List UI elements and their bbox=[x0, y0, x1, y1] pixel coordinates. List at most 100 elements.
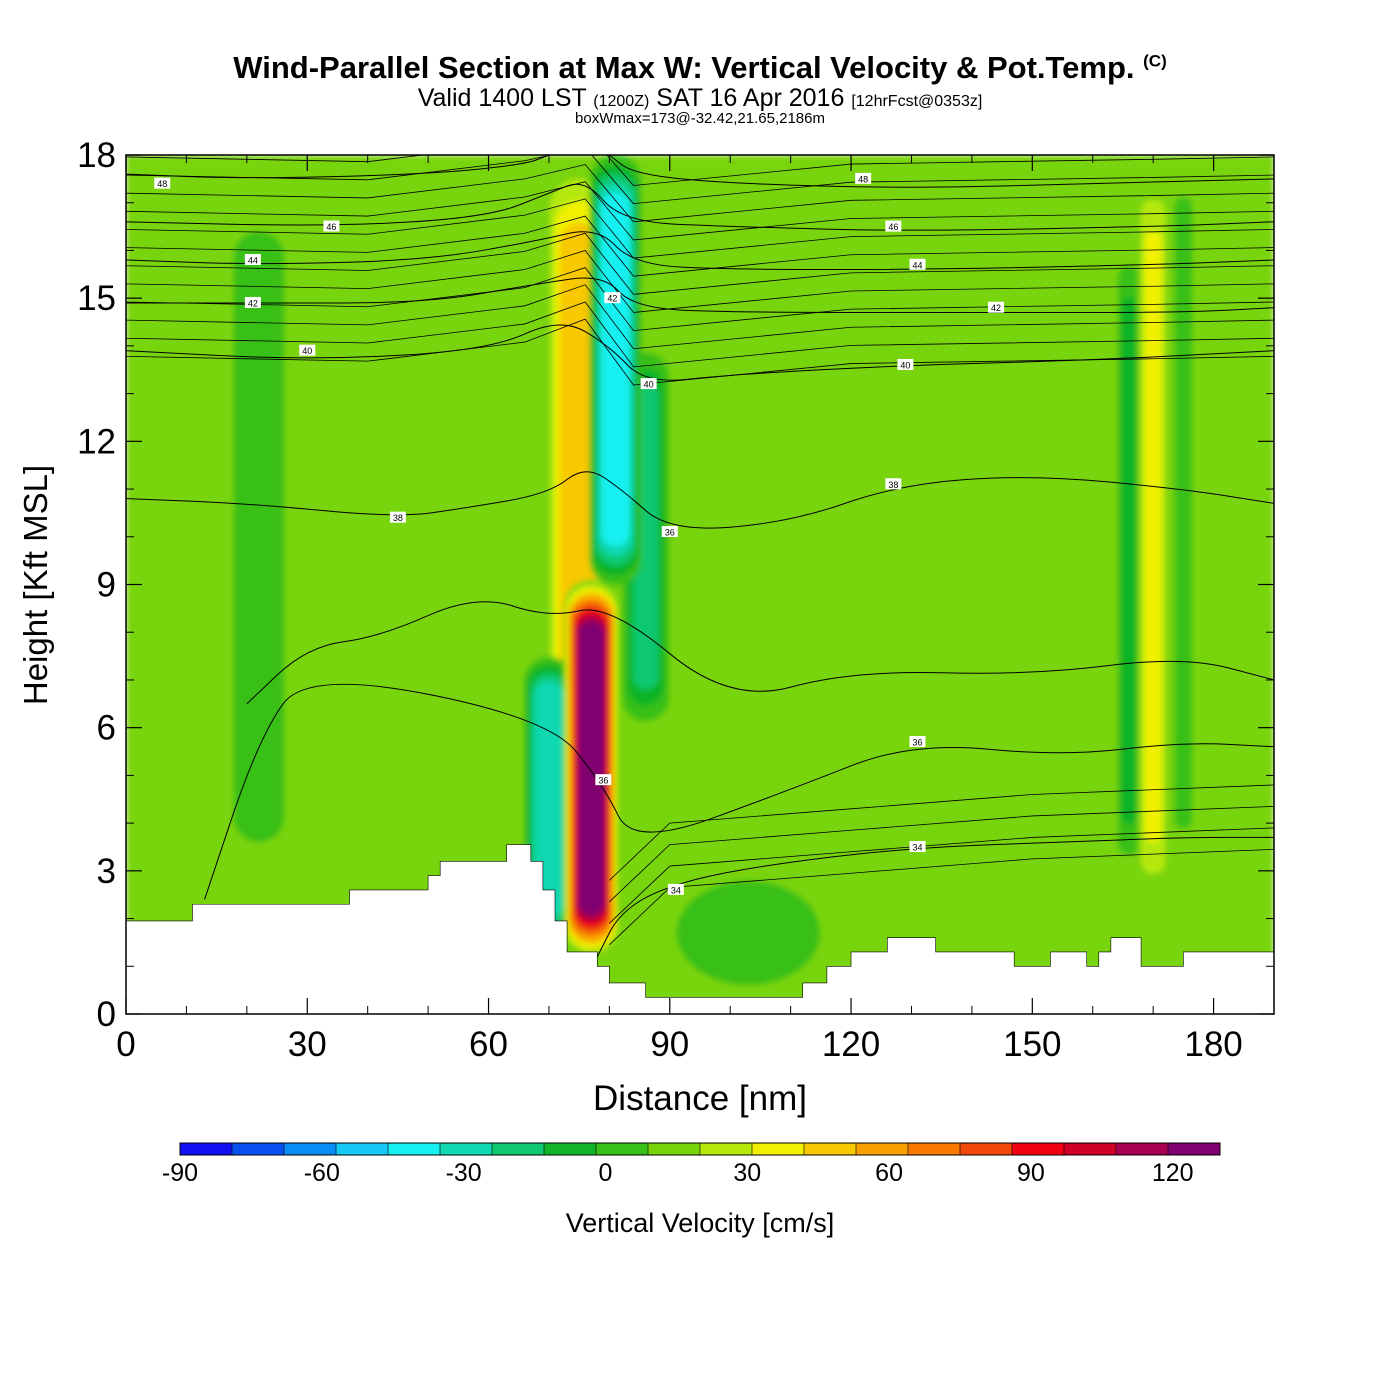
contour-label-bg bbox=[154, 177, 171, 189]
isentrope-line bbox=[609, 155, 1274, 188]
contour-label: 48 bbox=[154, 177, 171, 189]
x-tick-label: 150 bbox=[1003, 1025, 1061, 1064]
colorbar-label: Vertical Velocity [cm/s] bbox=[566, 1208, 835, 1238]
velocity-band bbox=[676, 880, 821, 986]
contour-label-bg bbox=[604, 292, 621, 304]
velocity-band bbox=[1144, 231, 1162, 843]
contour-label-text: 44 bbox=[248, 255, 258, 265]
forecast-info: [12hrFcst@0353z] bbox=[851, 93, 983, 110]
velocity-band bbox=[1121, 296, 1137, 825]
contour-label-text: 42 bbox=[991, 303, 1001, 313]
contour-label-bg bbox=[299, 344, 316, 356]
contour-label: 42 bbox=[988, 301, 1005, 313]
contour-label-text: 40 bbox=[900, 360, 910, 370]
contour-label-bg bbox=[909, 840, 926, 852]
colorbar-cell bbox=[1012, 1143, 1065, 1155]
contour-label: 40 bbox=[299, 344, 316, 356]
contour-label-text: 42 bbox=[248, 298, 258, 308]
valid-date: SAT 16 Apr 2016 bbox=[656, 84, 845, 112]
contour-label-text: 36 bbox=[913, 737, 923, 747]
isentrope-line bbox=[126, 471, 1274, 529]
chart-title-text: Wind-Parallel Section at Max W: Vertical… bbox=[233, 50, 1135, 85]
y-tick-label: 12 bbox=[77, 422, 116, 461]
contour-label-text: 38 bbox=[393, 513, 403, 523]
isentrope-line bbox=[596, 836, 1274, 957]
isentrope-line bbox=[126, 183, 1274, 231]
velocity-band bbox=[1174, 196, 1193, 830]
isentrope-line bbox=[126, 277, 1274, 313]
terrain-mask bbox=[126, 844, 1274, 1014]
isentrope-line bbox=[126, 198, 1274, 259]
contour-label: 42 bbox=[244, 296, 261, 308]
x-axis-label: Distance [nm] bbox=[593, 1079, 807, 1118]
valid-time-line: Valid 1400 LST (1200Z) SAT 16 Apr 2016 [… bbox=[0, 84, 1400, 113]
velocity-band bbox=[663, 177, 737, 515]
contour-label: 46 bbox=[885, 220, 902, 232]
contour-label: 40 bbox=[640, 378, 657, 390]
isentrope-line bbox=[126, 232, 1274, 295]
isentrope-line bbox=[609, 848, 1274, 946]
contour-label-bg bbox=[885, 220, 902, 232]
colorbar-cell bbox=[804, 1143, 857, 1155]
contour-label-text: 46 bbox=[326, 222, 336, 232]
colorbar-cell bbox=[1116, 1143, 1169, 1155]
colorbar-cell bbox=[700, 1143, 753, 1155]
terrain-profile bbox=[126, 844, 1274, 1014]
potential-temperature-contours bbox=[126, 155, 1274, 957]
velocity-band bbox=[534, 680, 564, 918]
contour-label: 34 bbox=[667, 883, 684, 895]
contour-label-text: 48 bbox=[157, 179, 167, 189]
contour-label-bg bbox=[909, 735, 926, 747]
box-max-info: boxWmax=173@-32.42,21.65,2186m bbox=[575, 110, 825, 127]
colorbar-cell bbox=[388, 1143, 441, 1155]
contour-label-bg bbox=[323, 220, 340, 232]
colorbar-cell bbox=[336, 1143, 389, 1155]
contour-label-text: 34 bbox=[913, 842, 923, 852]
contour-label-text: 40 bbox=[644, 380, 654, 390]
contour-label-text: 44 bbox=[913, 260, 923, 270]
contour-label-bg bbox=[885, 478, 902, 490]
contour-label-bg bbox=[897, 358, 914, 370]
isentrope-line bbox=[126, 181, 1274, 241]
x-tick-label: 120 bbox=[822, 1025, 880, 1064]
y-tick-label: 3 bbox=[97, 852, 116, 891]
copyright-tag: (C) bbox=[1143, 51, 1167, 71]
contour-label-text: 46 bbox=[888, 222, 898, 232]
contour-label-bg bbox=[855, 172, 872, 184]
contour-label: 40 bbox=[897, 358, 914, 370]
contour-label: 34 bbox=[909, 840, 926, 852]
colorbar-cell bbox=[492, 1143, 545, 1155]
contour-label-text: 48 bbox=[858, 174, 868, 184]
contour-label-bg bbox=[667, 883, 684, 895]
isentrope-line bbox=[609, 827, 1274, 924]
contour-label-bg bbox=[595, 774, 612, 786]
velocity-field bbox=[126, 155, 1274, 1014]
colorbar-cell bbox=[440, 1143, 493, 1155]
colorbar-tick-label: -30 bbox=[446, 1159, 482, 1187]
colorbar-cell bbox=[908, 1143, 961, 1155]
isentrope-line bbox=[126, 215, 1274, 277]
x-tick-label: 0 bbox=[116, 1025, 135, 1064]
isentrope-line bbox=[609, 784, 1274, 881]
contour-label-text: 42 bbox=[607, 294, 617, 304]
isentrope-line bbox=[126, 155, 1274, 205]
isentrope-line bbox=[246, 601, 1274, 705]
isentrope-line bbox=[126, 318, 1274, 386]
contour-label-bg bbox=[661, 526, 678, 538]
contour-label: 46 bbox=[323, 220, 340, 232]
contour-label: 44 bbox=[909, 258, 926, 270]
y-tick-label: 18 bbox=[77, 136, 116, 175]
x-tick-label: 180 bbox=[1184, 1025, 1242, 1064]
velocity-band bbox=[233, 231, 285, 843]
colorbar-cell bbox=[596, 1143, 649, 1155]
contour-label: 44 bbox=[244, 253, 261, 265]
colorbar-cell bbox=[960, 1143, 1013, 1155]
contour-label-bg bbox=[244, 296, 261, 308]
colorbar-cell bbox=[284, 1143, 337, 1155]
colorbar-tick-label: 30 bbox=[733, 1159, 761, 1187]
isentrope-line bbox=[126, 164, 1274, 223]
isentrope-line bbox=[126, 284, 1274, 350]
contour-label-bg bbox=[909, 258, 926, 270]
x-tick-label: 90 bbox=[650, 1025, 689, 1064]
